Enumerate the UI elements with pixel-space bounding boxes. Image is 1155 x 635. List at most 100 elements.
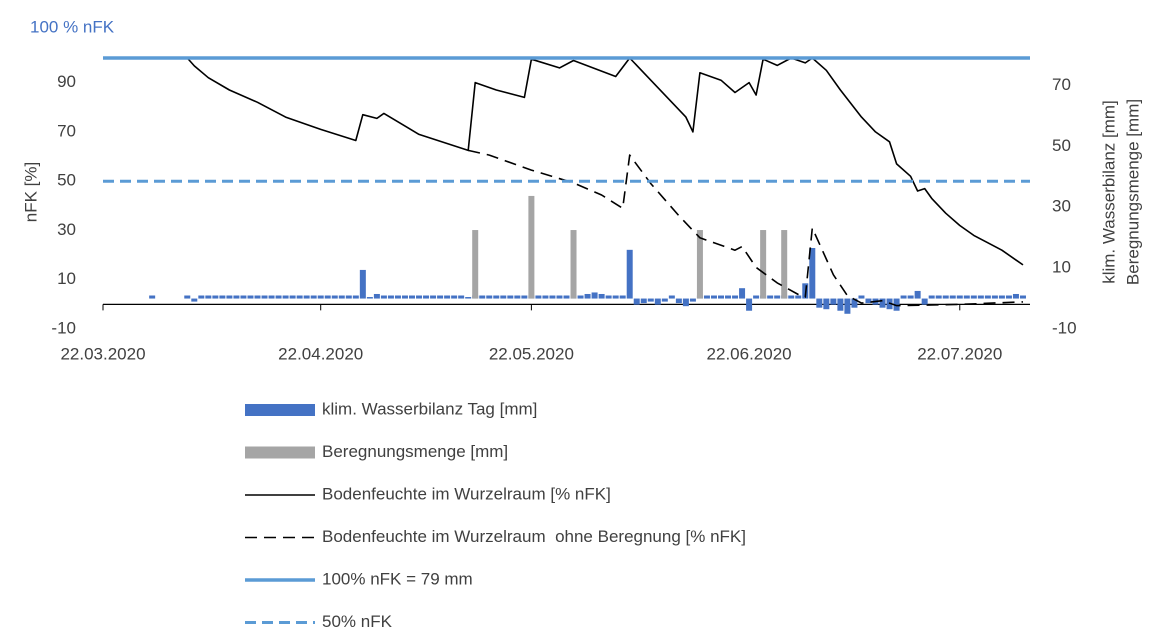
bar	[528, 195, 535, 299]
bar	[598, 293, 605, 299]
line	[186, 57, 1024, 266]
bar	[444, 295, 451, 299]
y2-axis-title: klim. Wasserbilanz [mm]	[1099, 100, 1118, 284]
bar	[198, 295, 205, 299]
bar	[591, 292, 598, 299]
bar	[437, 295, 444, 299]
bar	[928, 295, 935, 299]
bar	[675, 298, 682, 304]
bar	[837, 298, 844, 311]
bar	[626, 249, 633, 299]
bar	[479, 295, 486, 299]
bar	[303, 295, 310, 299]
bar	[359, 269, 366, 299]
y2-tick-label: 70	[1052, 75, 1071, 94]
bar	[682, 298, 689, 307]
bar	[774, 295, 781, 299]
bar	[366, 297, 373, 299]
bar	[605, 295, 612, 299]
bar	[823, 298, 830, 310]
bar	[507, 295, 514, 299]
y2-tick-label: 30	[1052, 197, 1071, 216]
x-tick-label: 22.07.2020	[917, 344, 1002, 363]
bar	[725, 295, 732, 299]
y-tick-label: 30	[57, 220, 76, 239]
bar	[226, 295, 233, 299]
y-tick-label: 70	[57, 121, 76, 140]
bar	[1019, 295, 1026, 299]
bar	[1012, 293, 1019, 299]
legend-label: 50% nFK	[322, 612, 393, 631]
legend-swatch	[245, 446, 315, 459]
bar	[535, 295, 542, 299]
bar	[416, 295, 423, 299]
bar	[851, 298, 858, 308]
bar	[296, 295, 303, 299]
y-tick-label: -10	[51, 318, 76, 337]
bar	[661, 298, 668, 302]
bar	[373, 293, 380, 299]
bar	[710, 295, 717, 299]
bar	[956, 295, 963, 299]
bar	[282, 295, 289, 299]
bar	[338, 295, 345, 299]
bar	[640, 298, 647, 304]
bar	[767, 295, 774, 299]
bar	[830, 298, 837, 305]
bar	[352, 295, 359, 299]
legend-label: Beregnungsmenge [mm]	[322, 442, 508, 461]
bar	[542, 295, 549, 299]
bar	[781, 230, 788, 299]
bar	[689, 298, 696, 302]
bar	[619, 295, 626, 299]
bar	[423, 295, 430, 299]
bar	[549, 295, 556, 299]
annotation: 100 % nFK	[30, 17, 115, 36]
bar	[205, 295, 212, 299]
bar	[718, 295, 724, 299]
bar	[184, 295, 191, 299]
bar	[788, 295, 795, 299]
bar	[816, 298, 823, 308]
bar	[633, 298, 640, 305]
bar	[191, 298, 198, 302]
bar	[247, 295, 254, 299]
bar	[935, 295, 942, 299]
bar	[914, 290, 921, 299]
bar	[514, 295, 521, 299]
bar	[233, 295, 240, 299]
bar	[858, 295, 865, 299]
bar	[907, 295, 914, 299]
bar	[746, 298, 753, 311]
bar	[345, 295, 352, 299]
bar	[963, 295, 970, 299]
bar	[493, 295, 500, 299]
bar	[696, 230, 703, 299]
bar	[394, 295, 401, 299]
bar	[310, 295, 317, 299]
bar	[998, 295, 1005, 299]
legend-label: Bodenfeuchte im Wurzelraum [% nFK]	[322, 484, 611, 503]
bar	[970, 295, 977, 299]
bar	[387, 295, 394, 299]
y2-tick-label: 10	[1052, 258, 1071, 277]
y-axis-title: nFK [%]	[21, 162, 40, 222]
bar	[324, 295, 331, 299]
y-tick-label: 10	[57, 269, 76, 288]
bar	[240, 295, 247, 299]
bar	[1005, 295, 1012, 299]
bar	[795, 295, 802, 299]
bar	[809, 248, 816, 299]
bar	[949, 295, 956, 299]
y2-axis-title: Beregnungsmenge [mm]	[1123, 99, 1142, 285]
bar	[570, 230, 577, 299]
bar	[577, 295, 584, 299]
bar	[401, 295, 408, 299]
bar	[331, 295, 338, 299]
bar	[275, 295, 282, 299]
bar	[430, 295, 437, 299]
x-tick-label: 22.06.2020	[707, 344, 792, 363]
legend-label: klim. Wasserbilanz Tag [mm]	[322, 399, 537, 418]
bar	[584, 293, 591, 299]
